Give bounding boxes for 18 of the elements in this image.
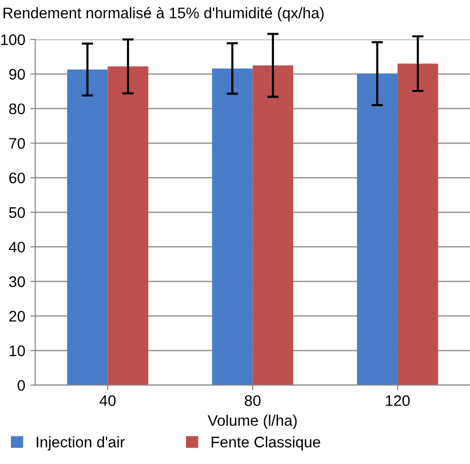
y-tick-label: 60 [9,172,25,184]
x-tick-label: 40 [100,395,116,406]
legend-label: Injection d'air [36,436,125,450]
y-tick-label: 20 [9,310,25,322]
y-tick-label: 50 [9,207,25,218]
y-tick-label: 10 [10,345,25,356]
y-tick-label: 30 [9,276,25,288]
y-tick-label: 100 [1,34,25,46]
legend-label: Fente Classique [212,436,320,450]
y-tick-label: 0 [18,380,25,391]
y-tick-label: 90 [9,68,25,80]
y-tick-label: 40 [8,242,25,253]
y-tick-label: 70 [9,138,25,149]
x-tick-label: 120 [386,395,410,406]
y-axis-title: Rendement normalisé à 15% d'humidité (qx/ha) [4,6,324,22]
x-axis-title: Volume (l/ha) [208,414,297,429]
y-tick-label: 80 [9,103,25,114]
x-tick-label: 80 [244,395,261,406]
